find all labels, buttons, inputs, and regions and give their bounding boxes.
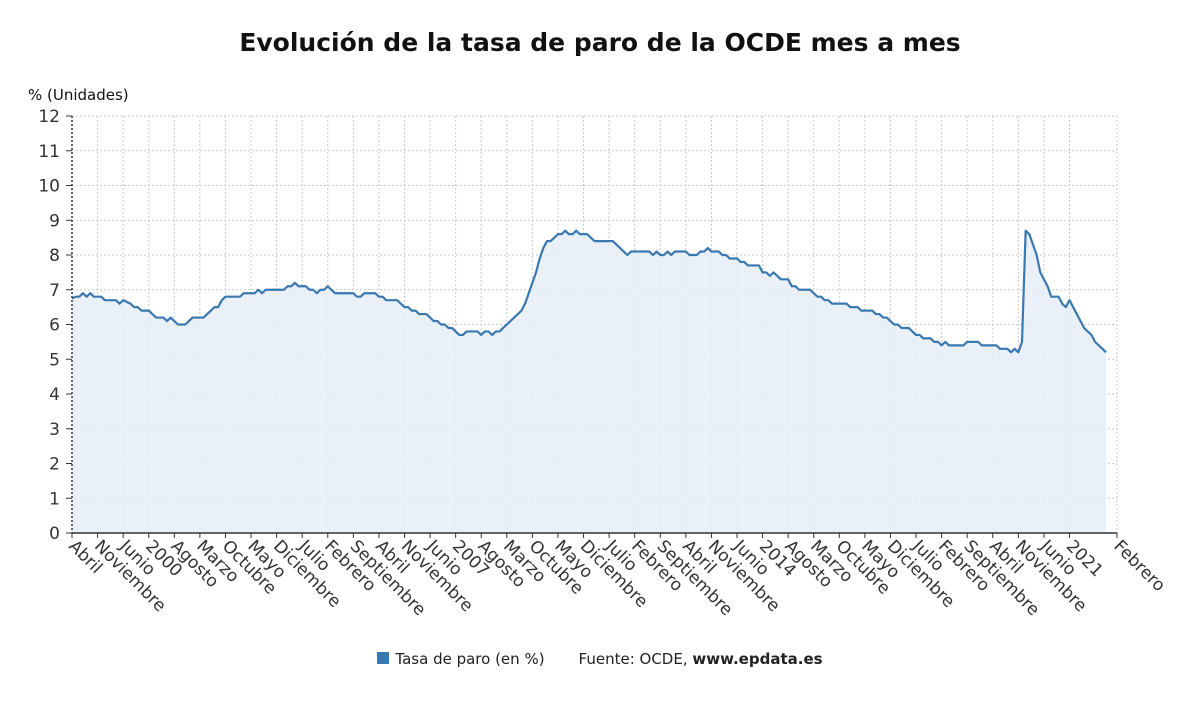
- series-area-fill: [72, 230, 1107, 533]
- y-tick-label: 3: [49, 420, 60, 440]
- source-text: Fuente: OCDE,: [578, 650, 693, 668]
- source-site: www.epdata.es: [692, 650, 823, 668]
- y-tick-label: 9: [49, 211, 60, 231]
- y-tick-label: 4: [49, 385, 60, 405]
- y-tick-label: 11: [38, 142, 60, 162]
- y-tick-label: 7: [49, 281, 60, 301]
- legend-series-label: Tasa de paro (en %): [395, 650, 545, 668]
- y-tick-label: 5: [49, 350, 60, 370]
- y-axis-label: % (Unidades): [28, 86, 129, 104]
- y-tick-label: 10: [38, 177, 60, 197]
- series-area: [71, 229, 1107, 533]
- chart-title: Evolución de la tasa de paro de la OCDE …: [239, 28, 961, 57]
- y-tick-label: 2: [49, 455, 60, 475]
- axes: [66, 115, 1118, 538]
- y-tick-label: 12: [38, 107, 60, 127]
- y-tick-label: 0: [49, 524, 60, 544]
- y-tick-label: 1: [49, 489, 60, 509]
- x-tick-labels: AbrilNoviembreJunio2000AgostoMarzoOctubr…: [64, 536, 1169, 620]
- y-tick-label: 8: [49, 246, 60, 266]
- y-tick-label: 6: [49, 316, 60, 336]
- legend-swatch: [377, 651, 390, 664]
- legend: Tasa de paro (en %) Fuente: OCDE, www.epd…: [0, 650, 1200, 668]
- series-line: [71, 229, 1107, 354]
- x-tick-label: Febrero: [1109, 536, 1169, 596]
